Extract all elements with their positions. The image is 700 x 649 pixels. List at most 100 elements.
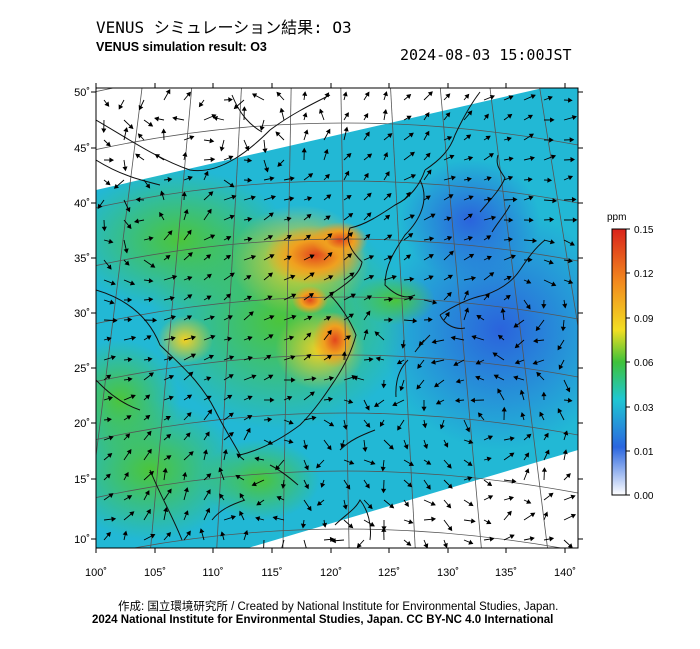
wind-arrowhead [508, 495, 514, 501]
graticule-meridian [489, 88, 548, 548]
wind-arrowhead [345, 484, 351, 490]
graticule-meridian [539, 88, 578, 329]
wind-arrowhead [219, 146, 225, 152]
wind-arrowhead [467, 461, 473, 466]
wind-arrowhead [430, 213, 436, 219]
wind-arrowhead [374, 331, 380, 337]
wind-arrowhead [417, 363, 423, 369]
lat-label: 25˚ [74, 363, 90, 375]
wind-arrowhead [328, 421, 335, 427]
wind-arrowhead [532, 238, 538, 244]
wind-arrowhead [328, 376, 335, 382]
wind-arrowhead [101, 226, 107, 232]
wind-arrowhead [500, 307, 506, 313]
wind-arrowhead [251, 481, 257, 487]
wind-arrowhead [105, 141, 111, 147]
wind-arrowhead [144, 490, 150, 496]
wind-arrowhead [562, 449, 568, 455]
wind-arrowhead [241, 106, 247, 111]
axis-ticks [91, 83, 583, 553]
wind-arrowhead [448, 250, 454, 256]
wind-arrowhead [168, 356, 174, 362]
wind-arrowhead [507, 113, 513, 119]
wind-arrowhead [383, 91, 388, 97]
wind-arrowhead [447, 274, 454, 280]
wind-arrowhead [108, 493, 114, 499]
wind-arrowhead [219, 493, 224, 499]
wind-arrowhead [487, 196, 493, 202]
wind-arrowhead [231, 194, 237, 200]
wind-arrowhead [166, 532, 171, 538]
wind-arrowhead [569, 241, 575, 246]
graticule-meridian [282, 88, 292, 548]
wind-arrowhead [547, 95, 553, 101]
wind-arrowhead [183, 208, 189, 214]
wind-arrowhead [286, 216, 292, 222]
wind-arrowhead [365, 405, 370, 411]
wind-arrowhead [344, 112, 349, 118]
wind-arrowhead [206, 376, 212, 382]
wind-arrowhead [428, 275, 434, 280]
colorbar-tick-label: 0.15 [634, 225, 654, 236]
wind-arrowhead [366, 192, 372, 198]
wind-arrowhead [346, 152, 352, 158]
wind-arrowhead [269, 176, 275, 182]
wind-arrowhead [567, 397, 573, 403]
wind-arrowhead [446, 216, 452, 222]
wind-arrowhead [475, 375, 481, 381]
wind-arrowhead [186, 91, 191, 97]
colorbar-tick-label: 0.03 [634, 403, 654, 414]
wind-arrowhead [319, 108, 324, 114]
wind-arrowhead [557, 345, 563, 351]
wind-arrowhead [146, 508, 151, 515]
wind-arrowhead [127, 376, 133, 382]
wind-arrowhead [486, 235, 492, 241]
lon-label: 105˚ [144, 567, 166, 579]
wind-arrowhead [465, 134, 472, 140]
wind-arrowhead [106, 531, 111, 538]
wind-arrowhead [399, 386, 405, 392]
wind-arrowhead [309, 254, 315, 259]
wind-arrowhead [489, 272, 495, 277]
wind-arrowhead [187, 276, 193, 281]
wind-arrowhead [259, 125, 265, 131]
wind-arrowhead [388, 317, 394, 323]
wind-arrowhead [248, 311, 254, 317]
wind-arrowhead [316, 463, 322, 469]
wind-arrowhead [506, 275, 512, 281]
wind-arrowhead [165, 416, 171, 421]
wind-arrowhead [426, 460, 432, 465]
lon-label: 100˚ [85, 567, 107, 579]
wind-arrowhead [229, 272, 235, 278]
wind-arrowhead [453, 361, 459, 366]
wind-arrowhead [311, 376, 317, 382]
wind-arrowhead [327, 233, 333, 239]
wind-arrowhead [384, 214, 391, 220]
wind-arrowhead [464, 93, 470, 99]
wind-arrowhead [105, 473, 111, 479]
wind-arrowhead [262, 549, 266, 552]
wind-arrowhead [246, 295, 252, 301]
wind-arrowhead [152, 317, 158, 323]
longitude-labels: 100˚ 105˚ 110˚ 115˚ 120˚ 125˚ 130˚ 135˚ … [85, 567, 576, 579]
graticule-parallel [96, 412, 578, 441]
wind-arrowhead [300, 523, 307, 529]
wind-arrowhead [529, 155, 535, 161]
wind-arrowhead [323, 148, 329, 154]
wind-arrowhead [110, 355, 116, 361]
wind-arrowhead [107, 395, 113, 401]
wind-arrowhead [513, 375, 519, 381]
wind-arrowhead [567, 543, 573, 548]
wind-arrowhead [491, 215, 497, 221]
wind-arrowhead [183, 487, 189, 493]
wind-arrowhead [435, 399, 442, 405]
wind-arrowhead [122, 530, 128, 536]
wind-arrowhead [340, 443, 346, 449]
lon-label: 115˚ [261, 567, 282, 579]
wind-arrowhead [208, 191, 214, 197]
wind-arrowhead [424, 130, 430, 136]
wind-arrowhead [262, 148, 268, 154]
wind-arrowhead [206, 395, 212, 401]
lon-label: 135˚ [495, 567, 517, 579]
wind-arrowhead [486, 255, 492, 261]
